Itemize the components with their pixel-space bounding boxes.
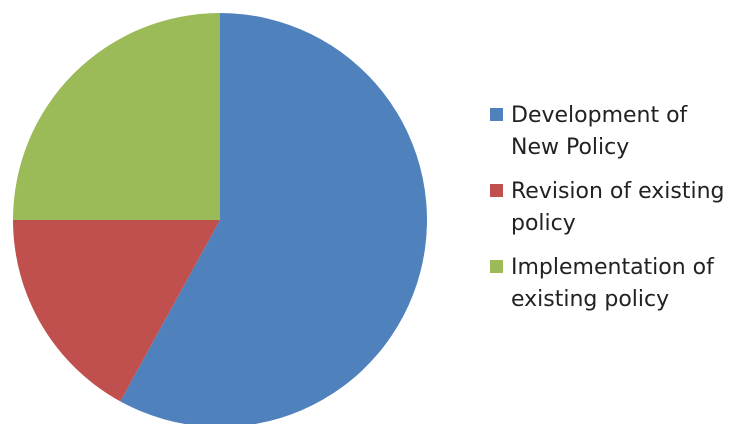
pie-slice-implementation	[13, 13, 220, 220]
legend-swatch-revision	[490, 184, 503, 197]
pie-slice-revision	[13, 220, 220, 402]
pie-slice-development	[120, 13, 427, 424]
chart-legend: Development of New Policy Revision of ex…	[490, 100, 740, 328]
legend-swatch-development	[490, 108, 503, 121]
legend-label-development: Development of New Policy	[511, 103, 688, 160]
legend-swatch-implementation	[490, 260, 503, 273]
legend-entry-revision: Revision of existing policy	[490, 176, 740, 240]
pie-plot-area	[13, 13, 427, 424]
legend-entry-development: Development of New Policy	[490, 100, 740, 164]
legend-label-implementation: Implementation of existing policy	[511, 255, 714, 312]
legend-entry-implementation: Implementation of existing policy	[490, 252, 740, 316]
legend-label-revision: Revision of existing policy	[511, 179, 725, 236]
